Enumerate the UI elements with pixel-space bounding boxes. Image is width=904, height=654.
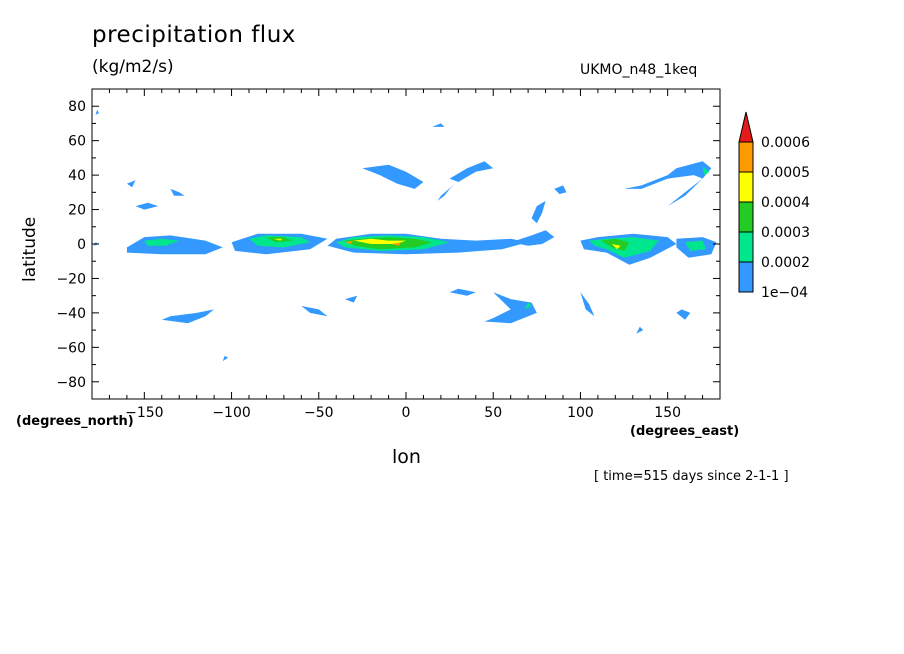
contour-region-22 (135, 202, 159, 210)
colorbar-box (738, 261, 754, 293)
colorbar-box (738, 171, 754, 203)
contour-region-3 (144, 238, 180, 246)
x-tick-label: 0 (402, 405, 411, 421)
x-tick-label: −100 (212, 405, 250, 421)
model-label: UKMO_n48_1keq (580, 62, 698, 78)
y-tick-label: −40 (56, 306, 86, 322)
contour-region-33 (161, 309, 215, 324)
colorbar-label: 0.0004 (761, 195, 810, 211)
contour-region-23 (126, 180, 136, 188)
units-label: (kg/m2/s) (92, 57, 174, 77)
contour-region-30 (702, 166, 710, 176)
colorbar-box (738, 201, 754, 233)
x-tick-label: −150 (125, 405, 163, 421)
y-tick-label: −80 (56, 375, 86, 391)
contour-region-11 (353, 238, 406, 244)
y-units-label: (degrees_north) (16, 414, 134, 429)
contour-region-13 (392, 242, 401, 246)
contour-region-27 (531, 200, 546, 224)
contour-region-28 (554, 185, 567, 195)
contour-region-32 (301, 306, 328, 317)
colorbar-label: 0.0003 (761, 225, 810, 241)
colorbar-arrow (738, 111, 754, 143)
y-tick-label: 0 (77, 237, 86, 253)
contour-region-18 (611, 244, 621, 250)
colorbar: 1e−04 0.0002 0.0003 0.0004 0.0005 0.0006 (738, 111, 810, 301)
x-units-label: (degrees_east) (630, 424, 740, 439)
colorbar-label: 0.0006 (761, 135, 810, 151)
chart-title: precipitation flux (92, 22, 296, 48)
contour-region-41 (222, 355, 229, 362)
colorbar-box (738, 231, 754, 263)
y-tick-label: 60 (68, 134, 86, 150)
colorbar-label: 0.0005 (761, 165, 810, 181)
contour-region-20 (685, 240, 706, 251)
colorbar-label: 1e−04 (761, 285, 808, 301)
contour-region-21 (170, 188, 185, 196)
y-tick-label: −60 (56, 340, 86, 356)
y-tick-label: 80 (68, 99, 86, 115)
contour-region-24 (362, 164, 424, 189)
contour-region-29 (624, 161, 712, 207)
contour-region-34 (344, 295, 358, 303)
contour-region-2 (126, 235, 223, 255)
y-tick-label: 40 (68, 168, 86, 184)
y-tick-label: −20 (56, 271, 86, 287)
contour-region-1 (95, 109, 99, 115)
contour-region-35 (449, 288, 476, 296)
contour-region-37 (524, 302, 532, 310)
y-tick-label: 20 (68, 203, 86, 219)
contour-region-39 (676, 309, 691, 320)
contour-region-7 (273, 238, 283, 241)
x-tick-label: −50 (304, 405, 334, 421)
contour-region-14 (510, 230, 555, 246)
time-note: [ time=515 days since 2-1-1 ] (594, 469, 789, 484)
x-axis-label: lon (392, 446, 421, 468)
axes: −150 −100 −50 0 50 100 150 80 60 40 20 0 −20 −40 −60 −8… (56, 88, 721, 421)
contour-region-36 (484, 292, 537, 324)
colorbar-box (738, 141, 754, 173)
contour-region-40 (636, 326, 644, 334)
contour-region-38 (580, 292, 595, 317)
x-tick-label: 150 (654, 405, 681, 421)
x-tick-label: 50 (484, 405, 502, 421)
colorbar-label: 0.0002 (761, 255, 810, 271)
contour-region-25 (449, 161, 494, 182)
contour-region-12 (344, 240, 354, 244)
contour-regions (93, 109, 717, 362)
contour-region-26 (437, 183, 455, 201)
contour-region-31 (432, 123, 445, 127)
x-tick-label: 100 (567, 405, 594, 421)
